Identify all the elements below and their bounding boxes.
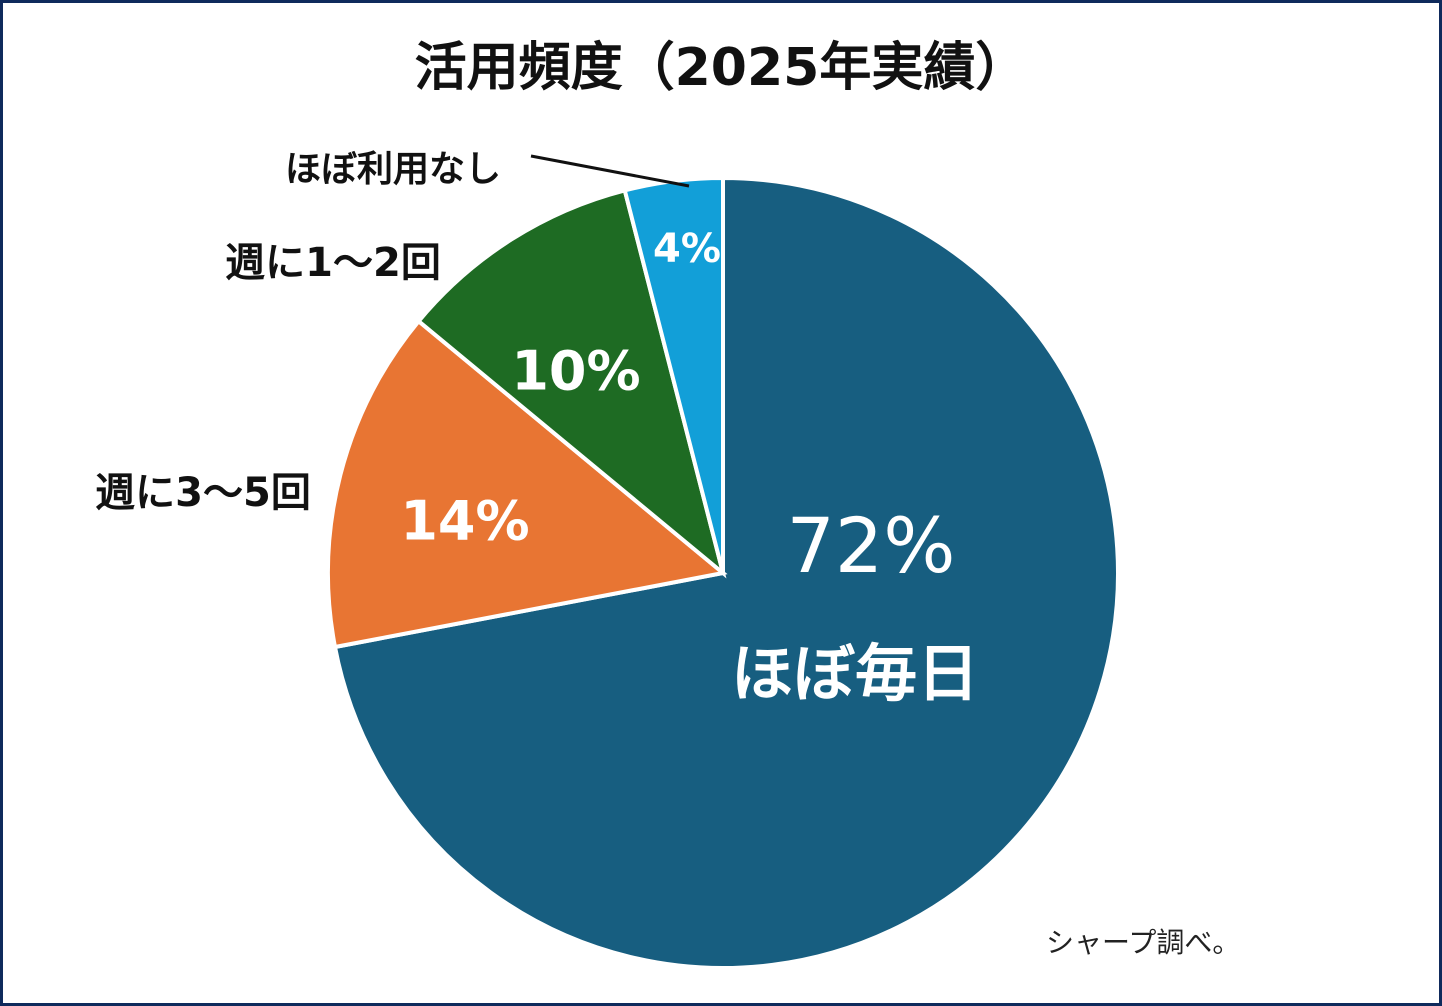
slice-category-label: ほぼ利用なし — [285, 149, 501, 190]
slice-value-label: 14% — [400, 490, 529, 553]
pie-slice — [332, 175, 1120, 970]
slice-value-label: 10% — [511, 340, 640, 403]
slice-category-label: 週に1～2回 — [225, 240, 441, 286]
slice-value-label: 72% — [787, 501, 956, 590]
pie-slice — [326, 318, 728, 650]
pie-slice — [622, 175, 725, 574]
slice-category-label: 週に3～5回 — [95, 470, 311, 516]
pie-slice — [415, 187, 727, 579]
slice-category-label: ほぼ毎日 — [731, 637, 979, 710]
source-note: シャープ調べ。 — [1046, 926, 1241, 959]
pie-chart: 72% ほぼ毎日 14% 週に3～5回 10% 週に1～2回 4% ほぼ利用なし — [95, 149, 1120, 970]
chart-title: 活用頻度（2025年実績） — [414, 38, 1028, 98]
leader-line — [530, 154, 690, 188]
slice-value-label: 4% — [653, 226, 721, 272]
